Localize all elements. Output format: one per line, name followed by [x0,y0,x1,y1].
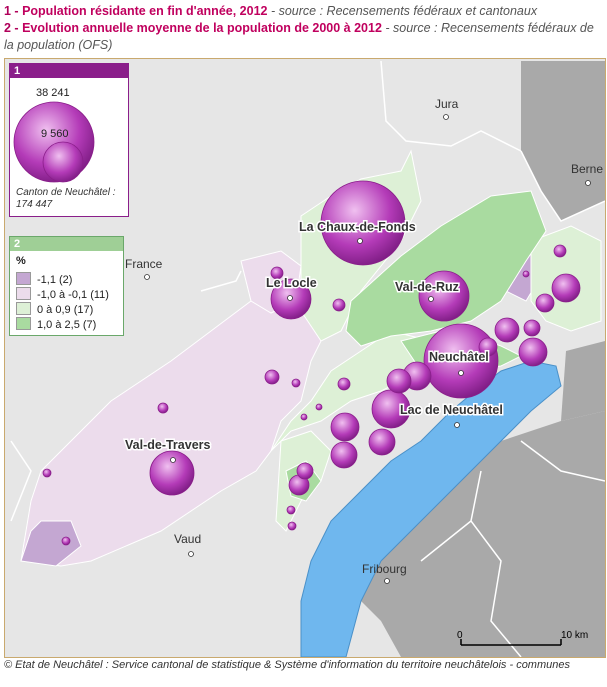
label-val-de-ruz: Val-de-Ruz [395,280,459,294]
bubble-gorgier [296,462,314,480]
bubble-les-brenets [270,266,284,280]
legend-bubbles [13,101,95,183]
legend-population-header: 1 [10,64,128,78]
legend-canton-label: Canton de Neuchâtel : [16,187,116,198]
legend-class-4: 1,0 à 2,5 (7) [16,317,96,331]
bubble-brot-plamboz [291,378,301,388]
bubble-bevaix [330,441,358,469]
bubble-neuchatel [423,323,499,399]
legend-small-value: 9 560 [41,128,69,140]
bubble-vaumarcus [287,521,297,531]
legend-class-1: -1,1 (2) [16,272,72,286]
lake-neuchatel [300,360,562,657]
legend-evolution: 2 % -1,1 (2) -1,0 à -0,1 (11) 0 à 0,9 (1… [9,236,124,336]
bubble-le-landeron [551,273,581,303]
label-lac-de-neuchatel: Lac de Neuchâtel [400,403,503,417]
neighbor-borders [10,60,605,657]
region-decline-west [20,520,82,567]
region-val-de-ruz [345,190,547,347]
bubble-brot-dessous [300,413,308,421]
legend-canton-value: 174 447 [16,199,53,210]
bubble-les-bayards [42,468,52,478]
bubble-val-de-ruz [418,270,470,322]
bubble-les-ponts [332,298,346,312]
bubble-hauterive [494,317,520,343]
bubble-les-verrieres [61,536,71,546]
dark-region-fribourg [361,411,605,657]
bubble-cortaillod [368,428,396,456]
title1-number: 1 - [4,4,19,18]
label-val-de-travers: Val-de-Travers [125,438,211,452]
scale-bar: 0 10 km [457,630,588,646]
bubble-rochefort [337,377,351,391]
bubble-lignieres [478,337,498,357]
legend-unit: % [16,255,26,267]
legend-class-3: 0 à 0,9 (17) [16,302,93,316]
bubble-val-de-travers [149,450,195,496]
bubble-lignieres-north [522,270,530,278]
bubble-la-sagne [264,369,280,385]
bubble-boudry [330,412,360,442]
scale-ten-km: 10 km [561,630,588,641]
legend-evolution-header: 2 [10,237,123,251]
label-jura: Jura [435,97,459,111]
title1-text: Population résidante en fin d'année, 201… [22,4,268,18]
title2-number: 2 - [4,21,19,35]
title2-text: Evolution annuelle moyenne de la populat… [22,21,382,35]
title1-source: - source : Recensements fédéraux et cant… [270,4,538,18]
map-title: 1 - Population résidante en fin d'année,… [4,3,604,54]
label-le-locle: Le Locle [266,276,317,290]
label-vaud: Vaud [174,532,201,546]
legend-population: 1 38 241 9 560 Canton de Neuchâtel : 174… [9,63,129,217]
bubble-auvernier [386,368,412,394]
label-neuchatel: Neuchâtel [429,350,489,364]
bubble-montalchez [315,403,323,411]
legend-small-bubble [42,141,84,183]
bubble-enges [553,244,567,258]
legend-big-value: 38 241 [36,87,70,99]
label-fribourg: Fribourg [362,562,407,576]
dark-region-north [521,61,605,221]
population-bubbles [42,180,581,546]
scale-zero: 0 [457,630,463,641]
bubble-marin [518,337,548,367]
map-svg: Jura Berne France Vaud Fribourg La Chaux… [5,59,605,657]
commune-labels: La Chaux-de-Fonds Le Locle Val-de-Ruz Ne… [124,219,505,454]
bubble-saint-blaise [523,319,541,337]
bubble-la-cote-aux-fees [157,402,169,414]
legend-class-2: -1,0 à -0,1 (11) [16,287,109,301]
label-chaux-de-fonds: La Chaux-de-Fonds [299,220,416,234]
place-labels: Jura Berne France Vaud Fribourg [125,97,603,576]
bubble-cressier [535,293,555,313]
map-footer-credit: © Etat de Neuchâtel : Service cantonal d… [4,659,570,671]
dark-region-east [561,341,605,421]
place-dots [144,114,591,584]
bubble-chaux-de-fonds [320,180,406,266]
map-canvas[interactable]: Jura Berne France Vaud Fribourg La Chaux… [4,58,606,658]
label-berne: Berne [571,162,603,176]
label-france: France [125,257,163,271]
title2-source: - source : Recensements fédéraux de la p… [4,21,594,52]
bubble-fresens [286,505,296,515]
